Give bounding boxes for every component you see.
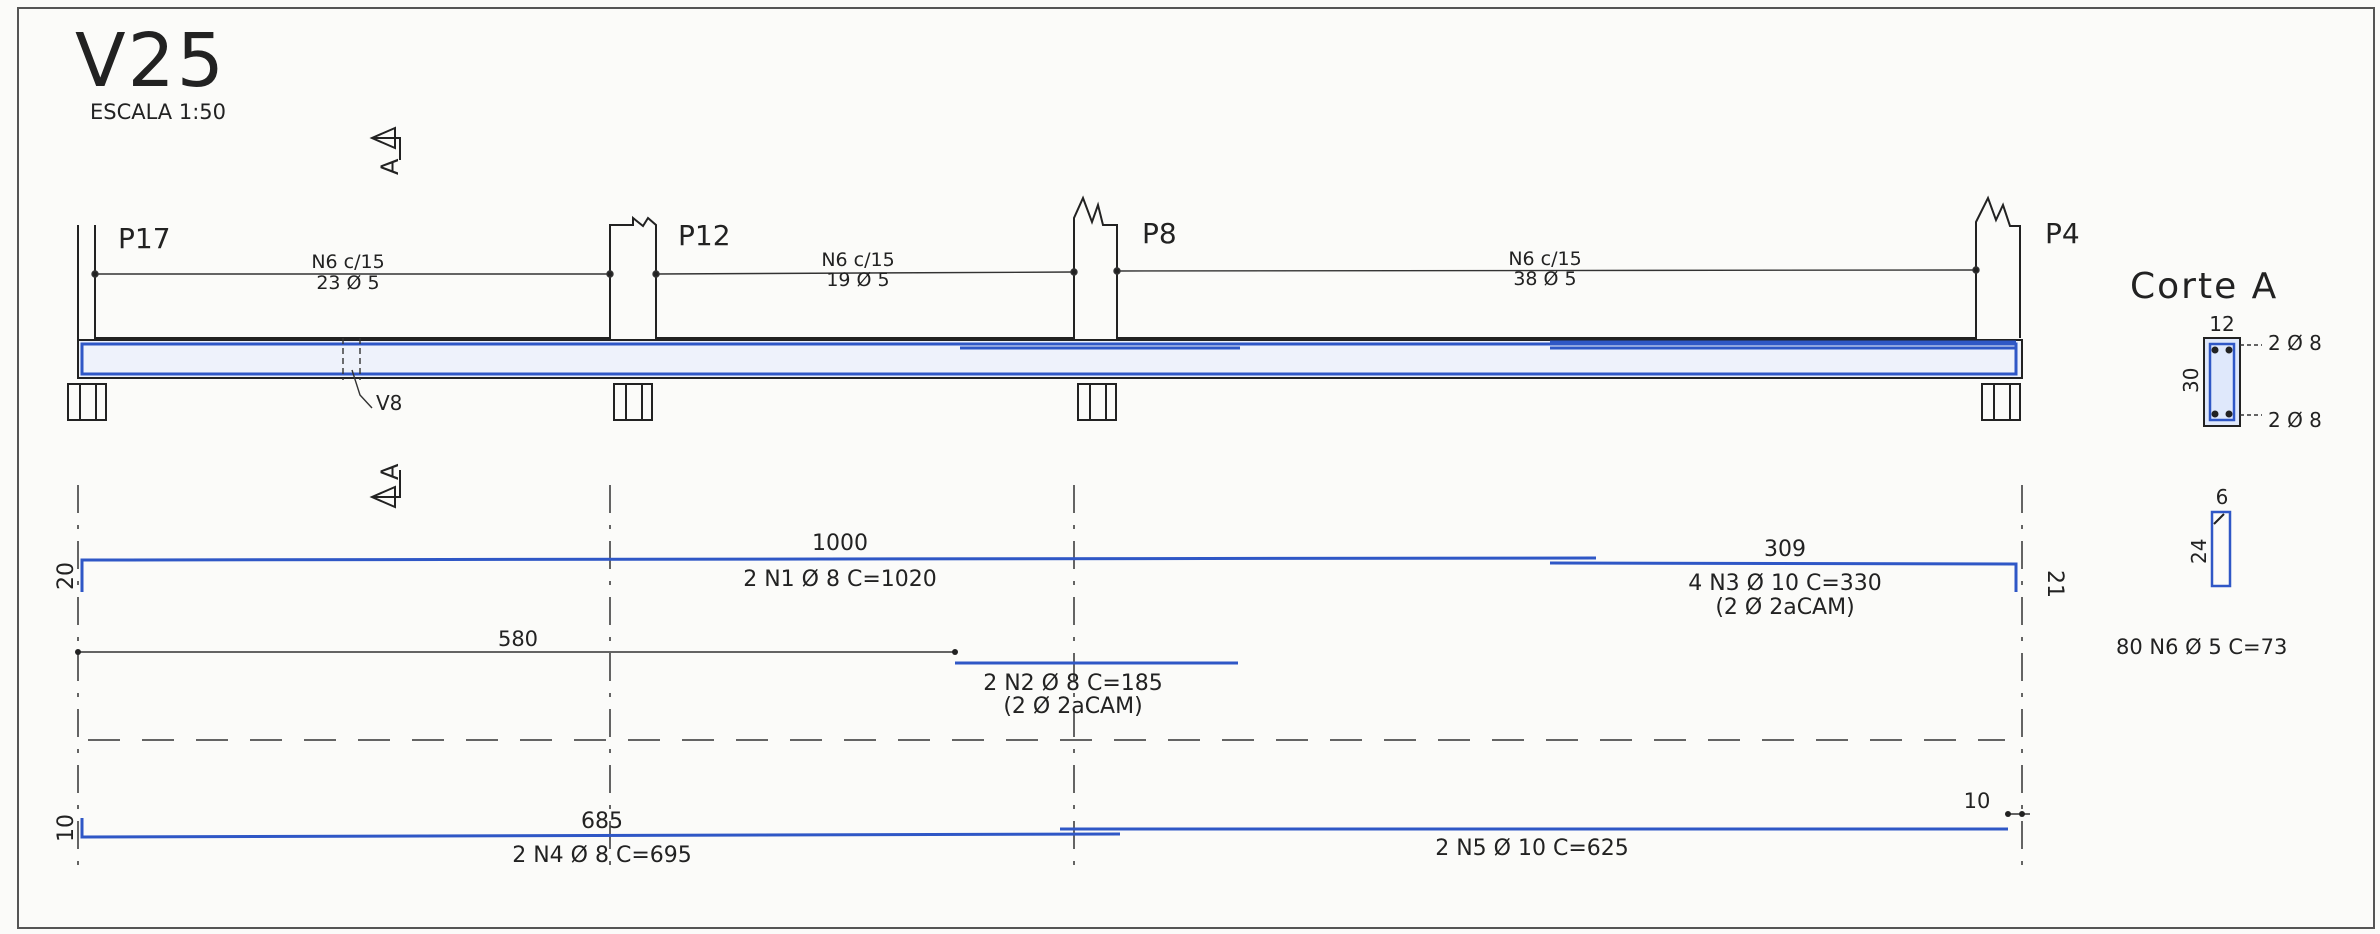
bar-n5-anchor: 10 xyxy=(1964,789,1991,813)
bar-n3-hook: 21 xyxy=(2042,570,2067,598)
section-cut-mark-bottom: A xyxy=(369,463,404,509)
stirrup-width: 6 xyxy=(2216,485,2229,509)
section-width: 12 xyxy=(2209,312,2234,336)
pillar-label-p8: P8 xyxy=(1142,217,1177,250)
scale-label: ESCALA 1:50 xyxy=(90,100,227,124)
crossing-beam-label: V8 xyxy=(376,391,402,415)
bar-n2-note: (2 Ø 2aCAM) xyxy=(1003,694,1142,719)
pillar-label-p12: P12 xyxy=(678,219,731,252)
section-cut-label-top: A xyxy=(376,158,404,175)
stirrup-dimension-lines xyxy=(91,266,1980,278)
stirrup-labels: N6 c/15 23 Ø 5 N6 c/15 19 Ø 5 N6 c/15 38… xyxy=(311,248,1581,294)
pillar-label-p4: P4 xyxy=(2045,217,2080,250)
stirrup-label-2b: 19 Ø 5 xyxy=(826,269,889,291)
stirrup-detail-label: 80 N6 Ø 5 C=73 xyxy=(2116,635,2287,659)
crossing-beam-hidden-lines xyxy=(342,338,361,380)
bar-n4 xyxy=(80,818,1121,839)
longitudinal-rebar-outline xyxy=(80,342,2018,376)
stirrup-label-1b: 23 Ø 5 xyxy=(316,272,379,294)
bar-n2-offset: 580 xyxy=(498,627,538,651)
bar-n5-label: 2 N5 Ø 10 C=625 xyxy=(1435,836,1629,861)
bar-n4-label: 2 N4 Ø 8 C=695 xyxy=(512,843,692,868)
bar-n3-length: 309 xyxy=(1764,537,1806,562)
pillar-label-p17: P17 xyxy=(118,222,171,255)
drawing-title: V25 xyxy=(75,18,226,104)
bar-n3-label: 4 N3 Ø 10 C=330 xyxy=(1688,571,1882,596)
cross-section xyxy=(2203,337,2262,427)
bar-n3 xyxy=(1549,561,2018,592)
stirrup-label-1a: N6 c/15 xyxy=(311,251,384,273)
bar-n1-length: 1000 xyxy=(812,531,868,556)
stirrup-label-3a: N6 c/15 xyxy=(1508,248,1581,270)
bar-n4-length: 685 xyxy=(581,809,623,834)
bar-n1 xyxy=(80,556,1597,592)
stirrup-shape xyxy=(2210,510,2232,588)
bar-n2-label: 2 N2 Ø 8 C=185 xyxy=(983,671,1163,696)
bar-n4-hook: 10 xyxy=(54,814,79,842)
bar-n3-note: (2 Ø 2aCAM) xyxy=(1715,595,1854,620)
section-top-bars: 2 Ø 8 xyxy=(2268,331,2322,355)
pillar-stubs xyxy=(67,383,2021,421)
section-cut-mark-top: A xyxy=(369,126,404,175)
stirrup-label-2a: N6 c/15 xyxy=(821,249,894,271)
stirrup-label-3b: 38 Ø 5 xyxy=(1513,268,1576,290)
section-bottom-bars: 2 Ø 8 xyxy=(2268,408,2322,432)
bar-n1-hook: 20 xyxy=(54,562,79,590)
support-axis-lines xyxy=(77,485,2023,875)
beam-bottom-face xyxy=(77,339,2023,379)
bar-n1-label: 2 N1 Ø 8 C=1020 xyxy=(743,567,937,592)
stirrup-height: 24 xyxy=(2187,539,2211,564)
section-title: Corte A xyxy=(2130,266,2278,307)
section-cut-label-bottom: A xyxy=(376,463,404,480)
sheet-border xyxy=(17,7,2375,929)
section-height: 30 xyxy=(2179,368,2203,393)
